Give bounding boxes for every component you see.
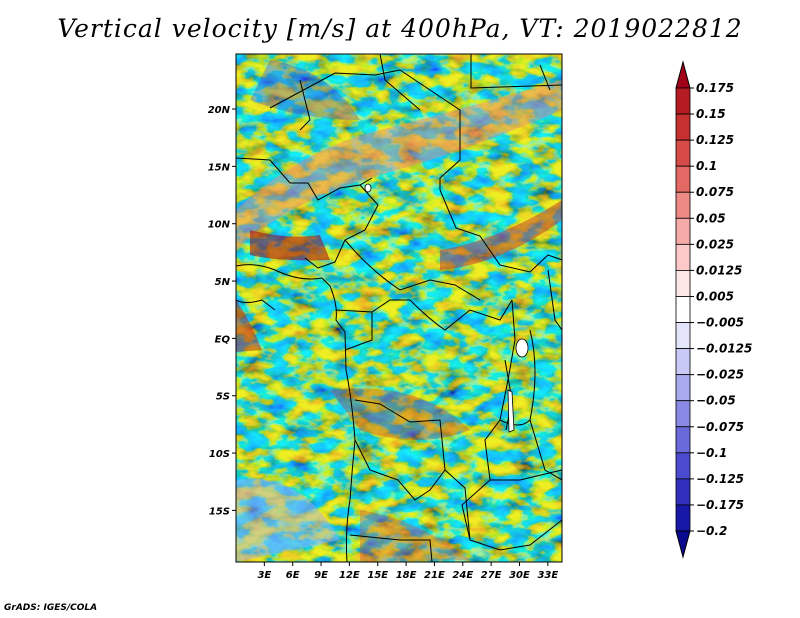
colorbar-label: −0.175 (696, 498, 744, 512)
lon-tick-label: 33E (537, 570, 558, 581)
colorbar-swatch (675, 348, 691, 376)
colorbar-label: 0.125 (696, 133, 734, 147)
colorbar: 0.175 0.15 0.125 0.1 0.075 0.05 0.025 0.0125 0.0… (675, 60, 752, 559)
colorbar-swatch (675, 270, 691, 297)
lon-tick-label: 15E (367, 570, 388, 581)
colorbar-swatch (675, 426, 691, 454)
lon-tick-label: 30E (509, 570, 530, 581)
country-borders (236, 54, 562, 562)
colorbar-swatch (675, 374, 691, 402)
colorbar-label: −0.075 (696, 420, 744, 434)
colorbar-label: 0.15 (696, 107, 726, 121)
colorbar-label: 0.175 (696, 81, 734, 95)
colorbar-label: −0.005 (696, 316, 744, 330)
lon-tick-label: 12E (339, 570, 360, 581)
lon-tick-label: 9E (314, 570, 328, 581)
lat-tick-label: 15S (209, 506, 230, 517)
colorbar-label: −0.025 (696, 368, 744, 382)
colorbar-swatch (675, 217, 691, 245)
colorbar-swatch (675, 296, 691, 323)
lat-tick-label: 20N (208, 105, 231, 116)
colorbar-min-arrow (675, 530, 691, 559)
lon-tick-label: 27E (481, 570, 502, 581)
colorbar-label: 0.05 (696, 211, 726, 225)
colorbar-label: 0.005 (696, 289, 734, 303)
colorbar-swatch (675, 139, 691, 167)
lon-tick-label: 3E (257, 570, 271, 581)
colorbar-label: −0.0125 (696, 342, 752, 356)
colorbar-swatch (675, 191, 691, 219)
credit-label: GrADS: IGES/COLA (4, 603, 98, 613)
lon-tick-label: 24E (452, 570, 473, 581)
lon-tick-label: 6E (286, 570, 300, 581)
longitude-axis: 3E 6E 9E 12E 15E 18E 21E 24E 27E 30E 33E (257, 562, 558, 581)
colorbar-swatch (675, 322, 691, 349)
colorbar-swatch (675, 243, 691, 271)
lat-tick-label: 10S (209, 449, 230, 460)
lat-tick-label: 10N (208, 220, 231, 231)
colorbar-swatch (675, 113, 691, 141)
colorbar-label: −0.125 (696, 472, 744, 486)
map-frame (235, 53, 563, 563)
colorbar-max-arrow (675, 60, 691, 89)
colorbar-label: −0.2 (696, 524, 727, 538)
colorbar-label: 0.075 (696, 185, 734, 199)
latitude-axis: 20N 15N 10N 5N EQ 5S 10S 15S (208, 105, 236, 517)
colorbar-swatch (675, 452, 691, 480)
lat-tick-label: 15N (208, 162, 231, 173)
colorbar-label: 0.025 (696, 237, 734, 251)
lon-tick-label: 18E (396, 570, 417, 581)
colorbar-swatch (675, 87, 691, 115)
lat-tick-label: 5N (215, 277, 231, 288)
plot-title: Vertical velocity [m/s] at 400hPa, VT: 2… (57, 14, 743, 43)
colorbar-label: −0.1 (696, 446, 727, 460)
colorbar-swatch (675, 504, 691, 532)
colorbar-swatch (675, 165, 691, 193)
colorbar-swatch (675, 478, 691, 506)
lat-tick-label: EQ (215, 334, 231, 345)
lon-tick-label: 21E (424, 570, 445, 581)
colorbar-label: 0.0125 (696, 263, 742, 277)
colorbar-swatch (675, 400, 691, 428)
lakes (364, 183, 529, 433)
colorbar-label: −0.05 (696, 394, 736, 408)
lat-tick-label: 5S (216, 392, 230, 403)
colorbar-label: 0.1 (696, 159, 717, 173)
